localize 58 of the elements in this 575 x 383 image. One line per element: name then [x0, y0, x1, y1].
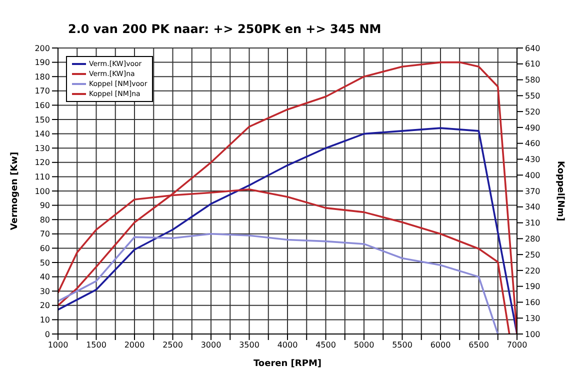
- y-tick-label: 200: [34, 44, 50, 53]
- y2-tick-label: 430: [525, 155, 540, 164]
- y-tick-label: 30: [40, 286, 50, 296]
- y2-tick-label: 640: [525, 44, 540, 53]
- y-tick-label: 130: [34, 144, 50, 153]
- y-tick-label: 40: [40, 272, 50, 282]
- y2-tick-label: 400: [525, 170, 540, 180]
- y-tick-label: 100: [34, 186, 50, 196]
- y2-tick-label: 220: [525, 266, 540, 276]
- x-tick-label: 2500: [162, 340, 183, 350]
- y2-tick-label: 490: [525, 123, 540, 132]
- y-tick-label: 120: [34, 158, 50, 168]
- y-tick-label: 110: [34, 172, 50, 182]
- y2-tick-label: 550: [525, 92, 540, 101]
- y2-tick-label: 250: [525, 250, 540, 260]
- y-tick-label: 70: [40, 230, 50, 239]
- y2-tick-label: 100: [525, 330, 540, 339]
- x-tick-label: 3500: [239, 340, 260, 350]
- y2-axis-title: Koppel[Nm]: [554, 160, 565, 222]
- x-tick-label: 7000: [506, 340, 528, 350]
- x-tick-label: 3000: [200, 340, 222, 350]
- y-axis-title: Vermogen [Kw]: [10, 152, 20, 230]
- x-axis-title: Toeren [RPM]: [253, 359, 322, 369]
- x-tick-label: 5000: [354, 340, 374, 350]
- y2-tick-label: 130: [525, 314, 540, 323]
- y-tick-label: 160: [34, 101, 50, 110]
- y2-tick-label: 340: [525, 202, 540, 212]
- y2-tick-label: 460: [525, 139, 540, 148]
- x-tick-label: 4500: [316, 340, 336, 350]
- y2-tick-label: 520: [525, 107, 540, 116]
- y-tick-label: 10: [40, 316, 50, 325]
- line-series: [58, 233, 499, 334]
- y2-tick-label: 310: [525, 218, 540, 228]
- x-tick-label: 1500: [86, 340, 106, 350]
- y-tick-label: 190: [34, 58, 50, 68]
- x-tick-label: 2000: [124, 340, 145, 350]
- y2-tick-label: 280: [525, 234, 540, 244]
- y-tick-label: 0: [44, 330, 50, 339]
- y-tick-label: 80: [40, 215, 50, 224]
- y-tick-label: 180: [34, 72, 50, 82]
- y-tick-label: 170: [34, 86, 50, 96]
- chart-title: 2.0 van 200 PK naar: +> 250PK en +> 345 NM: [68, 22, 382, 36]
- y-tick-label: 90: [40, 201, 50, 210]
- x-tick-label: 4000: [277, 340, 298, 350]
- y-tick-label: 150: [34, 115, 50, 124]
- y-tick-label: 140: [34, 130, 50, 139]
- y2-tick-label: 610: [525, 60, 540, 69]
- x-tick-label: 6500: [468, 340, 489, 350]
- y2-tick-label: 160: [525, 298, 540, 308]
- x-tick-label: 1000: [48, 340, 68, 350]
- x-tick-label: 6000: [430, 340, 451, 350]
- x-tick-label: 5500: [392, 340, 412, 350]
- y-tick-label: 20: [40, 301, 50, 310]
- y2-tick-label: 370: [525, 186, 540, 196]
- y-tick-label: 50: [40, 258, 50, 268]
- y2-tick-label: 190: [525, 282, 540, 292]
- y-tick-label: 60: [40, 244, 50, 254]
- y2-tick-label: 580: [525, 76, 540, 85]
